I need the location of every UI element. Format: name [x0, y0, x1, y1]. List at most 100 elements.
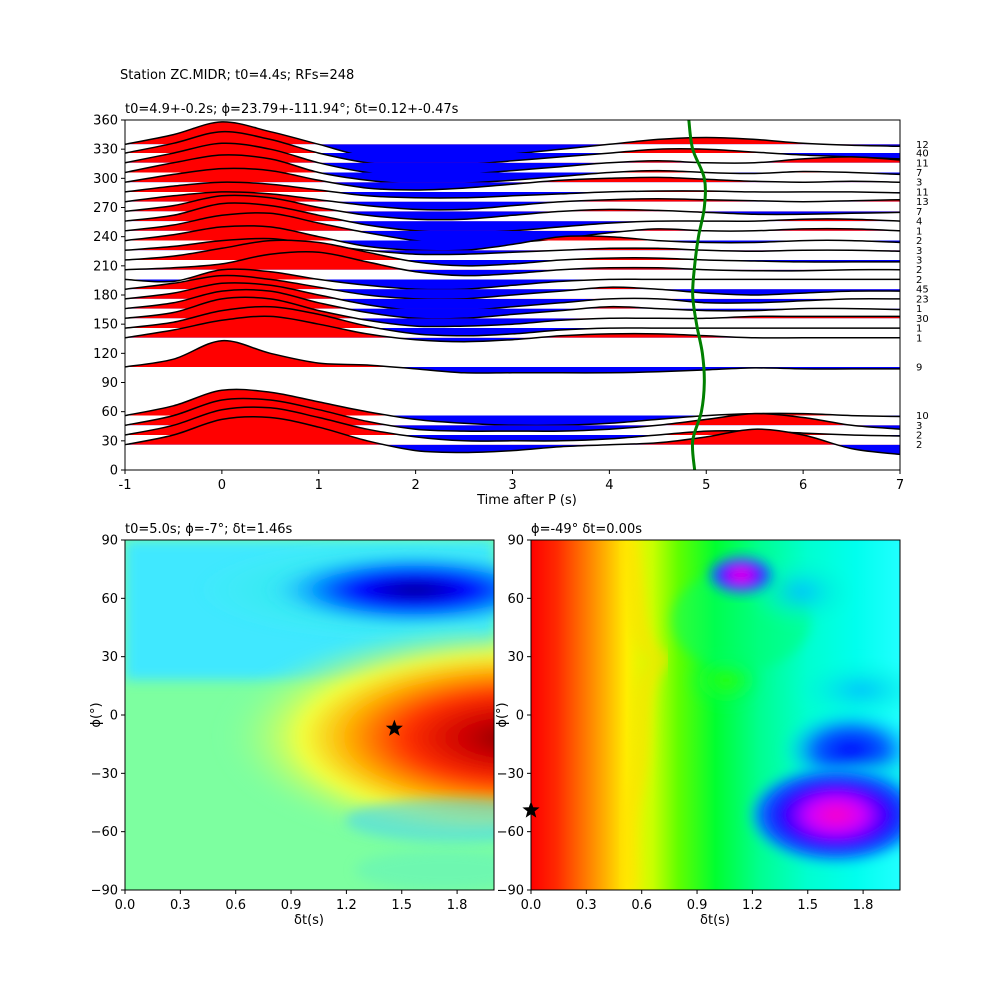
trace-count-label: 1 — [916, 333, 922, 344]
trace-positive-fill — [125, 168, 900, 183]
trace-line — [125, 315, 900, 343]
trace-count-label: 2 — [916, 265, 922, 276]
x-tick-label: 1.8 — [853, 898, 874, 913]
trace-count-label: 3 — [916, 178, 922, 189]
trace-negative-fill — [125, 260, 900, 266]
trace-negative-fill — [125, 328, 900, 336]
x-tick-label: 0.6 — [225, 898, 246, 913]
trace-negative-fill — [125, 425, 900, 432]
trace-count-label: 2 — [916, 275, 922, 286]
y-tick-label: −90 — [91, 884, 118, 899]
trace-negative-fill — [125, 298, 900, 312]
y-tick-label: 60 — [507, 592, 524, 607]
trace-negative-fill — [334, 191, 900, 199]
trace-count-label: 30 — [916, 314, 929, 325]
trace-positive-fill — [125, 182, 900, 192]
y-tick-label: 30 — [507, 650, 524, 665]
top-panel: t0=4.9+-0.2s; ϕ=23.79+-111.94°; δt=0.12+… — [93, 102, 929, 508]
left-x-ticks: 0.0 0.3 0.6 0.9 1.2 1.5 1.8 — [115, 890, 468, 913]
trace-count-label: 3 — [916, 421, 922, 432]
trace-line — [125, 167, 900, 191]
trace-line — [125, 250, 900, 277]
trace-positive-fill — [125, 131, 770, 154]
y-tick-label: −90 — [497, 884, 524, 899]
trace-negative-fill — [125, 211, 900, 220]
trace-negative-fill — [403, 269, 851, 276]
x-tick-label: -1 — [119, 478, 132, 493]
y-tick-label: 90 — [101, 534, 118, 549]
x-tick-label: 1.5 — [391, 898, 412, 913]
trace-count-label: 1 — [916, 324, 922, 335]
trace-baz-26 — [125, 416, 900, 456]
trace-baz-326 — [125, 130, 900, 168]
y-tick-label: 30 — [101, 650, 118, 665]
y-tick-label: 270 — [93, 201, 118, 216]
x-tick-label: 1 — [315, 478, 323, 493]
trace-count-label: 13 — [916, 197, 929, 208]
trace-line — [125, 191, 900, 211]
trace-count-label: 11 — [916, 187, 929, 198]
trace-negative-fill — [125, 201, 900, 210]
trace-negative-fill — [125, 153, 900, 167]
trace-negative-fill — [383, 444, 900, 455]
trace-negative-fill — [329, 182, 536, 190]
trace-positive-fill — [125, 416, 900, 445]
trace-positive-fill — [125, 340, 900, 367]
left-best-fit-star — [385, 719, 403, 736]
x-tick-label: 0.0 — [521, 898, 542, 913]
trace-negative-fill — [392, 366, 900, 374]
trace-positive-fill — [125, 289, 900, 309]
x-tick-label: 0.9 — [281, 898, 302, 913]
y-tick-label: 300 — [93, 172, 118, 187]
trace-positive-fill — [125, 225, 850, 241]
x-tick-label: 5 — [702, 478, 710, 493]
trace-count-label: 2 — [916, 431, 922, 442]
trace-line — [125, 194, 900, 221]
trace-line — [125, 181, 900, 199]
x-tick-label: 0.3 — [576, 898, 597, 913]
y-tick-label: 120 — [93, 347, 118, 362]
left-y-axis-label: ϕ(°) — [89, 702, 104, 727]
y-tick-label: 0 — [110, 464, 118, 479]
trace-baz-286 — [125, 181, 900, 199]
trace-count-label: 7 — [916, 207, 922, 218]
x-tick-label: 3 — [508, 478, 516, 493]
trace-baz-296 — [125, 167, 900, 191]
x-tick-label: 0.3 — [170, 898, 191, 913]
trace-count-label: 2 — [916, 440, 922, 451]
y-tick-label: 60 — [101, 405, 118, 420]
x-tick-label: 7 — [896, 478, 904, 493]
x-tick-label: 0.0 — [115, 898, 136, 913]
right-x-ticks: 0.0 0.3 0.6 0.9 1.2 1.5 1.8 — [521, 890, 874, 913]
trace-line — [125, 154, 900, 186]
trace-negative-fill — [125, 415, 900, 426]
right-best-fit-star — [522, 801, 540, 818]
trace-count-label: 3 — [916, 256, 922, 267]
trace-negative-fill — [125, 240, 900, 251]
trace-line — [125, 305, 900, 337]
right-misfit-panel: ϕ=-49° δt=0.00s 0.0 0.3 0.6 0.9 1.2 1.5 1.8 −9… — [495, 522, 901, 928]
figure-title: Station ZC.MIDR; t0=4.4s; RFs=248 — [120, 68, 354, 83]
trace-line — [125, 225, 900, 252]
x-tick-label: 1.2 — [336, 898, 357, 913]
y-tick-label: 90 — [507, 534, 524, 549]
trace-line — [125, 268, 900, 291]
trace-count-label: 12 — [916, 140, 929, 151]
y-tick-label: 150 — [93, 318, 118, 333]
right-x-axis-label: δt(s) — [700, 913, 730, 928]
top-y-ticks: 0 30 60 90 120 150 180 210 240 270 300 330 360 — [93, 114, 125, 479]
trace-count-label: 23 — [916, 294, 929, 305]
right-panel-title: ϕ=-49° δt=0.00s — [531, 522, 642, 537]
y-tick-label: −30 — [497, 767, 524, 782]
trace-line — [125, 202, 900, 234]
trace-line — [125, 296, 900, 328]
trace-baz-106 — [125, 339, 900, 374]
x-tick-label: 1.8 — [447, 898, 468, 913]
y-tick-label: 360 — [93, 114, 118, 129]
trace-positive-fill — [125, 251, 900, 270]
trace-count-label: 45 — [916, 285, 929, 296]
trace-baz-236 — [125, 225, 900, 252]
top-panel-title: t0=4.9+-0.2s; ϕ=23.79+-111.94°; δt=0.12+… — [125, 102, 459, 117]
